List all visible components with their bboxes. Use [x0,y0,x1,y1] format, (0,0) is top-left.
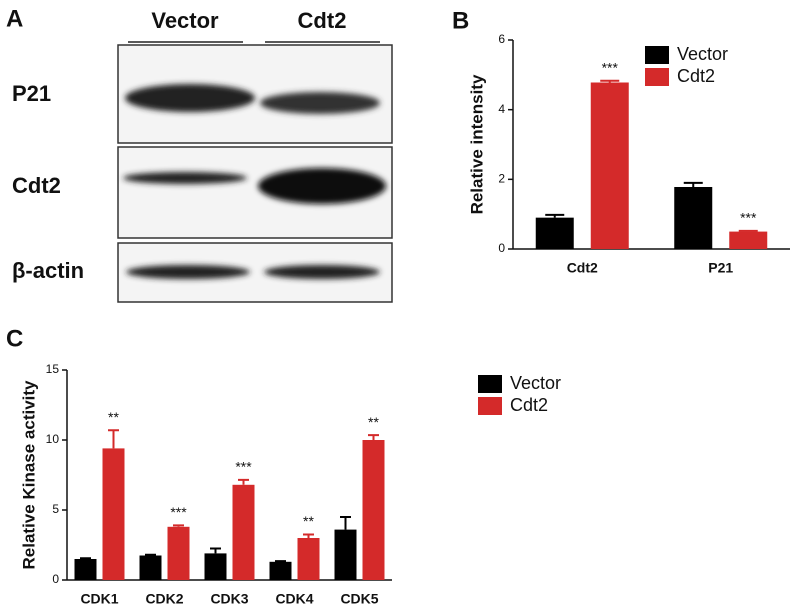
legend-swatch [645,68,669,86]
y-axis-label: Relative Kinase activity [19,380,38,570]
x-tick-label: CDK2 [145,591,183,607]
significance: *** [235,459,252,475]
legend-swatch [645,46,669,64]
significance: *** [740,210,757,226]
error-bar [80,557,91,560]
legend-swatch [478,397,502,415]
band [258,168,386,204]
error-bar [108,429,119,449]
y-tick-label: 10 [46,432,60,446]
x-tick-label: P21 [708,260,733,276]
significance: ** [303,513,314,529]
bar [269,561,292,580]
error-bar [368,434,379,440]
error-bar [173,524,184,527]
bar [139,555,162,580]
band [264,265,380,279]
row-label: P21 [12,81,51,106]
error-bar [683,181,703,187]
legend-label: Vector [510,373,561,393]
significance: ** [108,409,119,425]
panel-label: C [6,325,23,352]
y-tick-label: 2 [498,172,505,186]
legend-label: Cdt2 [510,395,548,415]
error-bar [340,516,351,530]
bar [74,559,97,580]
x-tick-label: CDK3 [210,591,248,607]
significance: *** [602,59,619,75]
band [123,172,247,184]
band [260,92,380,114]
blot-panel: A Vector Cdt2 P21 Cdt2 β-actin [6,5,393,303]
bar [232,484,255,580]
significance: ** [368,414,379,430]
legend-swatch [478,375,502,393]
x-tick-label: Cdt2 [567,260,598,276]
error-bar [545,213,565,218]
lane-label: Cdt2 [298,8,347,33]
band [126,265,250,279]
bar [729,231,768,249]
significance: *** [170,504,187,520]
bar [362,440,385,580]
row-label: Cdt2 [12,173,61,198]
lane-label: Vector [151,8,219,33]
panel-label: B [452,7,469,34]
error-bar [303,533,314,538]
bar [674,186,713,249]
error-bar [238,478,249,485]
row-label: β-actin [12,258,84,283]
panel-label: A [6,5,23,32]
bar [535,217,574,249]
y-tick-label: 4 [498,102,505,116]
band [125,84,255,112]
y-tick-label: 6 [498,32,505,46]
x-tick-label: CDK4 [275,591,313,607]
y-tick-label: 0 [498,241,505,255]
x-tick-label: CDK5 [340,591,378,607]
error-bar [145,553,156,556]
error-bar [275,560,286,563]
y-tick-label: 0 [52,572,59,586]
bar [167,526,190,580]
x-tick-label: CDK1 [80,591,118,607]
legend-label: Vector [677,44,728,64]
bar [334,529,357,580]
bar [297,538,320,580]
bar [590,82,629,249]
y-tick-label: 5 [52,502,59,516]
legend-label: Cdt2 [677,66,715,86]
error-bar [210,547,221,554]
bar [204,553,227,580]
y-tick-label: 15 [46,362,60,376]
error-bar [600,79,620,83]
error-bar [738,229,758,232]
bar [102,448,125,580]
y-axis-label: Relative intensity [467,74,486,214]
